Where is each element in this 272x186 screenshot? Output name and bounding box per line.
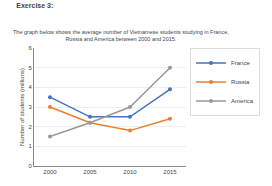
svg-text:3: 3 [28,104,32,110]
svg-text:1: 1 [28,143,32,149]
svg-text:France: France [231,60,250,66]
svg-text:Number of students (millions): Number of students (millions) [19,68,25,146]
svg-text:2005: 2005 [83,169,97,175]
svg-text:Russia: Russia [231,79,250,85]
svg-text:5: 5 [28,65,32,71]
svg-text:America: America [231,98,254,104]
svg-text:2000: 2000 [43,169,57,175]
svg-text:2010: 2010 [123,169,137,175]
svg-text:2: 2 [28,124,32,130]
svg-text:4: 4 [28,84,32,90]
svg-text:Exercise 3:: Exercise 3: [16,2,53,9]
svg-text:2015: 2015 [163,169,177,175]
svg-text:The graph below shows the aver: The graph below shows the average number… [13,29,229,42]
svg-text:0: 0 [28,163,32,169]
svg-text:6: 6 [28,45,32,51]
